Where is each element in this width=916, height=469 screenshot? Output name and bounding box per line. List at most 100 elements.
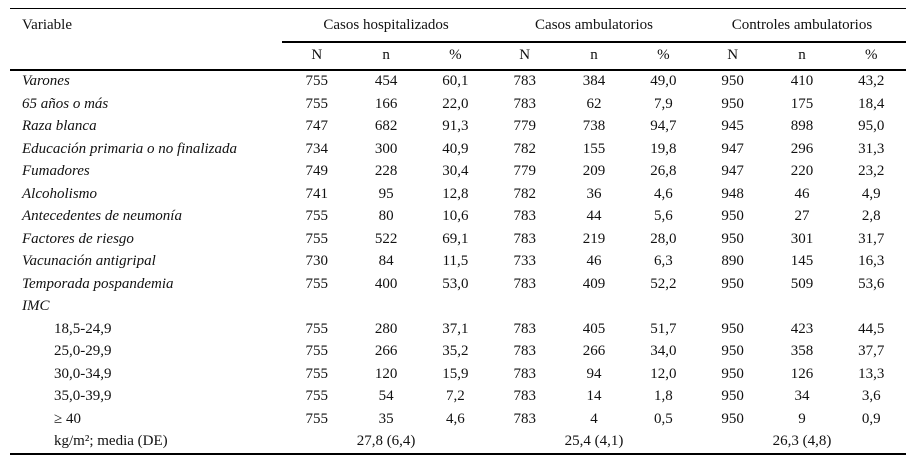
cell-value: 950	[721, 388, 744, 404]
paper-table-page: Variable Casos hospitalizados Casos ambu…	[10, 8, 906, 455]
cell-value: 950	[721, 230, 744, 247]
cell-value: 358	[790, 343, 814, 359]
cell-value: 409	[582, 275, 606, 292]
cell-value: 126	[790, 365, 814, 382]
cell-value: 60,1	[442, 73, 469, 89]
cell-value: 522	[374, 230, 398, 247]
table-row: IMC	[10, 296, 906, 319]
cell-value: 410	[790, 73, 814, 89]
cell-value: 783	[513, 320, 536, 337]
cell-value: 145	[790, 253, 814, 269]
cell-value: 49,0	[650, 73, 677, 89]
subheader-pct-2: %	[628, 41, 698, 71]
cell-value: 950	[721, 410, 744, 427]
cell-value: 28,0	[650, 230, 677, 247]
table-row: Fumadores 749 228 30,4 779 209 26,8 947 220 23,2	[10, 161, 906, 184]
subheader-row: N n % N n % N n %	[10, 41, 906, 71]
cell-value: 155	[582, 140, 606, 157]
subheader-N-1: N	[282, 41, 352, 71]
cell-value: 23,2	[858, 163, 885, 179]
cell-value: 219	[582, 230, 606, 247]
cell-value: 782	[513, 140, 536, 157]
table-row: Vacunación antigripal 730 84 11,5 733 46 6,3 89…	[10, 251, 906, 274]
cell-value: 266	[582, 343, 606, 359]
row-label: 18,5-24,9	[54, 320, 112, 337]
cell-value: 755	[305, 208, 329, 224]
cell-value: 16,3	[858, 253, 885, 269]
cell-value: 95	[378, 185, 394, 202]
cell-value: 779	[513, 163, 536, 179]
cell-value: 14	[586, 388, 602, 404]
cell-value: 40,9	[442, 140, 469, 157]
cell-value: 898	[790, 118, 814, 134]
cell-value: 0,9	[861, 410, 881, 427]
table-row: 30,0-34,9 755 120 15,9 783 94 12,0 950 126 13,3	[10, 363, 906, 386]
cell-value: 2,8	[861, 208, 881, 224]
subheader-pct-1: %	[420, 41, 491, 71]
cell-value: 30,4	[442, 163, 469, 179]
cell-value: 755	[305, 365, 329, 382]
cell-value: 301	[790, 230, 814, 247]
cell-value: 296	[790, 140, 814, 157]
table-row: 18,5-24,9 755 280 37,1 783 405 51,7 950 423 44,5	[10, 318, 906, 341]
row-label: Antecedentes de neumonía	[22, 208, 182, 224]
cell-value: 755	[305, 275, 329, 292]
cell-value: 779	[513, 118, 536, 134]
cell-value: 734	[305, 140, 329, 157]
cell-value: 947	[721, 163, 744, 179]
subheader-n-2: n	[559, 41, 629, 71]
variable-column-header: Variable	[10, 8, 283, 71]
cell-value: 7,2	[446, 388, 465, 404]
cell-value: 738	[582, 118, 606, 134]
cell-value: 37,7	[858, 343, 885, 359]
cell-value: 18,4	[858, 95, 885, 112]
cell-value: 35	[378, 410, 394, 427]
cell-value: 31,3	[858, 140, 885, 157]
cell-value: 280	[374, 320, 398, 337]
cell-value: 948	[721, 185, 744, 202]
cell-value: 34	[794, 388, 810, 404]
table-row: Raza blanca 747 682 91,3 779 738 94,7 945 898 95,…	[10, 116, 906, 139]
cell-value: 783	[513, 388, 536, 404]
cell-value: 950	[721, 95, 744, 112]
table-row: ≥ 40 755 35 4,6 783 4 0,5 950 9 0,9	[10, 408, 906, 431]
cell-value: 755	[305, 388, 329, 404]
cell-value: 36	[586, 185, 602, 202]
cell-value: 783	[513, 343, 536, 359]
cell-value: 783	[513, 275, 536, 292]
table-row: Educación primaria o no finalizada 734 300…	[10, 138, 906, 161]
cell-value: 747	[305, 118, 329, 134]
row-label: Vacunación antigripal	[22, 253, 156, 269]
row-label: Varones	[22, 73, 70, 89]
row-label: IMC	[22, 298, 50, 314]
row-label: Factores de riesgo	[22, 230, 134, 247]
row-label: Raza blanca	[22, 118, 97, 134]
subheader-N-3: N	[697, 41, 768, 71]
cell-value: 80	[378, 208, 394, 224]
cell-value: 94,7	[650, 118, 677, 134]
table-row: Alcoholismo 741 95 12,8 782 36 4,6 948 46 4,9	[10, 183, 906, 206]
cell-value: 91,3	[442, 118, 469, 134]
cell-value: 733	[513, 253, 536, 269]
cell-value: 755	[305, 95, 329, 112]
cell-value: 95,0	[858, 118, 885, 134]
cell-value: 44	[586, 208, 602, 224]
row-label: Fumadores	[22, 163, 90, 179]
table-row: kg/m²; media (DE) 27,8 (6,4) 25,4 (4,1) 26,…	[10, 431, 906, 455]
group-header-hospitalized-cases: Casos hospitalizados	[282, 8, 491, 43]
cell-value: 947	[721, 140, 744, 157]
cell-value: 3,6	[861, 388, 881, 404]
table-row: Factores de riesgo 755 522 69,1 783 219 28,0 95…	[10, 228, 906, 251]
group-mean-value: 25,4 (4,1)	[564, 433, 624, 449]
cell-value: 44,5	[858, 320, 885, 337]
cell-value: 730	[305, 253, 329, 269]
cell-value: 945	[721, 118, 744, 134]
row-label: 65 años o más	[22, 95, 109, 112]
cell-value: 4,9	[861, 185, 881, 202]
cell-value: 682	[374, 118, 398, 134]
row-label: Temporada pospandemia	[22, 275, 174, 292]
cell-value: 175	[790, 95, 814, 112]
table-row: Antecedentes de neumonía 755 80 10,6 783 44 5,…	[10, 206, 906, 229]
cell-value: 783	[513, 365, 536, 382]
cell-value: 741	[305, 185, 329, 202]
